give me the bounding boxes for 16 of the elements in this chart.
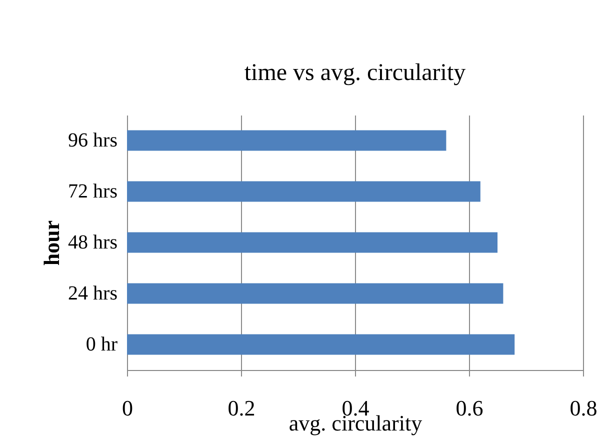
bar [127,283,504,304]
x-tick-label: 0 [122,396,133,420]
y-tick-label: 48 hrs [68,232,118,254]
x-tick-label: 0.8 [570,396,598,420]
bar [127,232,498,253]
y-tick-label: 0 hr [86,334,118,356]
y-tick-label: 24 hrs [68,282,118,304]
y-tick-label: 96 hrs [68,130,118,152]
bar [127,334,515,355]
x-tick-label: 0.2 [228,396,256,420]
y-tick-label: 72 hrs [68,180,118,202]
bar [127,181,480,202]
bar [127,130,446,151]
x-tick-label: 0.6 [456,396,484,420]
y-axis-title: hour [39,220,64,266]
chart-title: time vs avg. circularity [244,60,466,86]
